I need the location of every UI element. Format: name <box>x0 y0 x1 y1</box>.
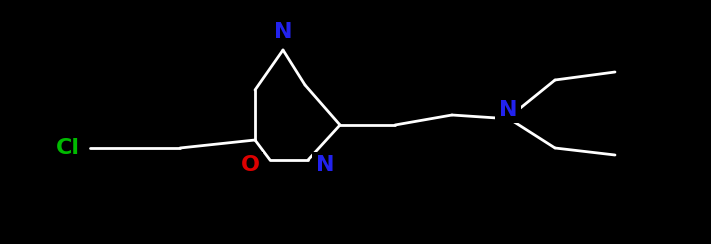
Text: N: N <box>274 22 292 42</box>
Text: N: N <box>498 100 517 120</box>
Text: N: N <box>316 155 334 175</box>
Text: O: O <box>240 155 260 175</box>
Text: Cl: Cl <box>56 138 80 158</box>
